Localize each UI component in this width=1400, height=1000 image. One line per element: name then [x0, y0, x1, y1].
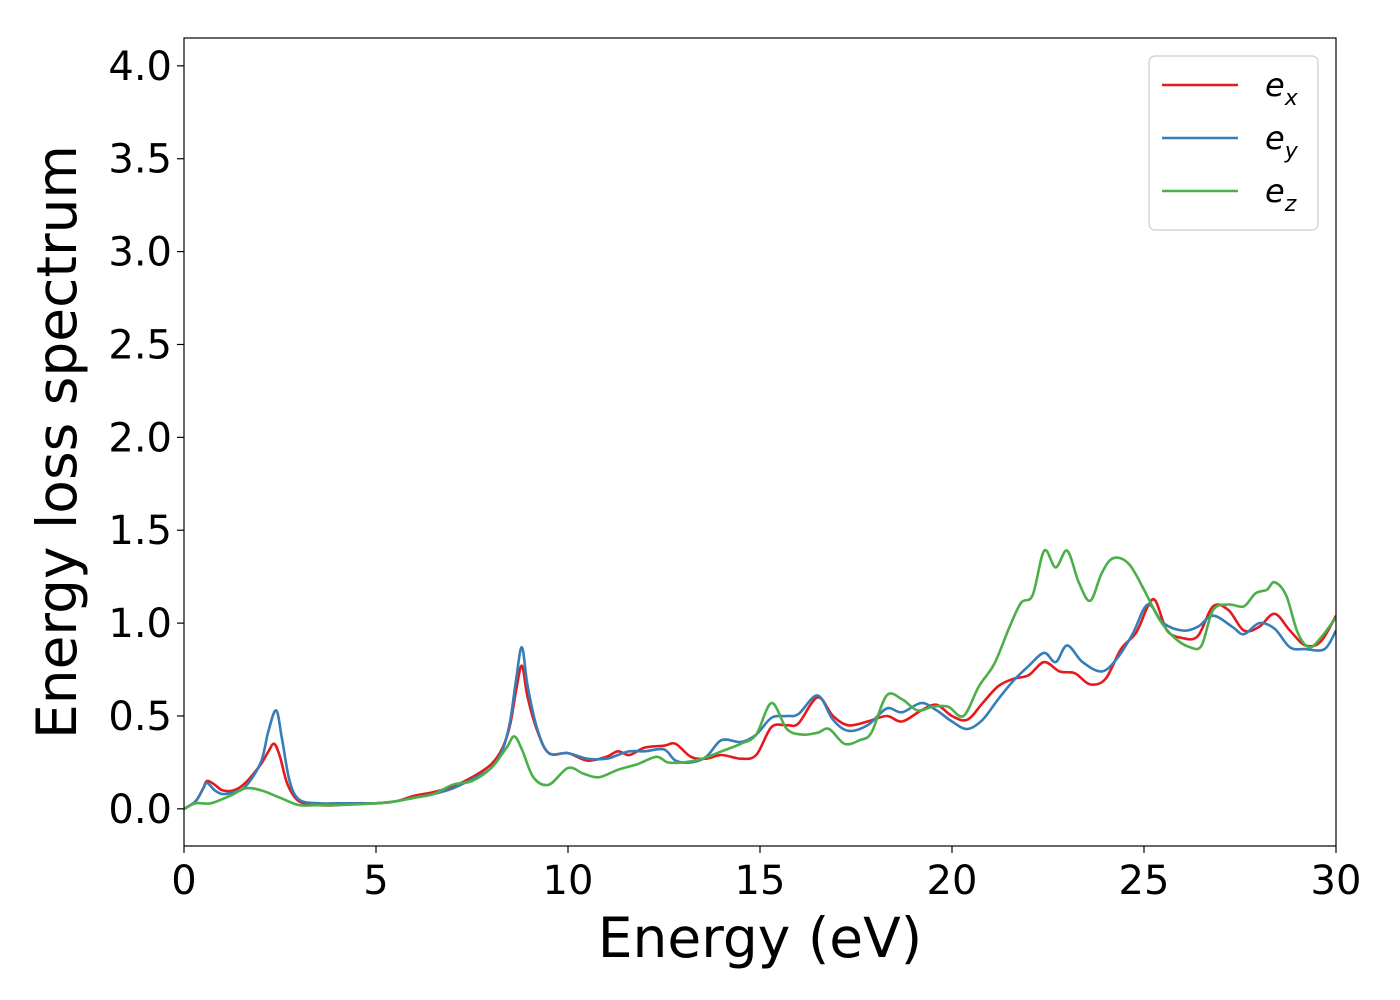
y-tick-label: 3.5 [108, 137, 172, 183]
x-axis-label: Energy (eV) [598, 906, 922, 970]
legend-label-subscript: z [1284, 192, 1297, 217]
x-axis: 0 5 10 15 20 25 30 [171, 846, 1361, 904]
legend-frame [1148, 55, 1319, 231]
y-axis: 0.0 0.5 1.0 1.5 2.0 2.5 3.0 3.5 4.0 [108, 44, 184, 833]
legend-label-subscript: y [1284, 139, 1299, 164]
y-tick-label: 0.0 [108, 787, 172, 833]
series-layer [184, 548, 1336, 811]
legend-label-ez: ez [1265, 172, 1297, 217]
legend-label-base: e [1265, 66, 1285, 104]
series-line-ez [184, 548, 1336, 811]
x-tick-label: 5 [363, 858, 388, 904]
legend-label-base: e [1265, 172, 1285, 210]
x-tick-label: 30 [1311, 858, 1362, 904]
y-tick-label: 0.5 [108, 694, 172, 740]
x-tick-label: 15 [735, 858, 786, 904]
legend-label-subscript: x [1284, 86, 1299, 111]
legend-label-ey: ey [1265, 119, 1299, 164]
x-tick-label: 0 [171, 858, 196, 904]
y-tick-label: 2.0 [108, 415, 172, 461]
y-tick-label: 3.0 [108, 230, 172, 276]
y-tick-label: 4.0 [108, 44, 172, 90]
y-tick-label: 2.5 [108, 322, 172, 368]
legend-label-base: e [1265, 119, 1285, 157]
y-tick-label: 1.0 [108, 601, 172, 647]
y-tick-label: 1.5 [108, 508, 172, 554]
x-tick-label: 10 [543, 858, 594, 904]
legend-label-ex: ex [1265, 66, 1299, 111]
y-axis-label: Energy loss spectrum [25, 145, 89, 739]
x-tick-label: 20 [927, 858, 978, 904]
x-tick-label: 25 [1119, 858, 1170, 904]
